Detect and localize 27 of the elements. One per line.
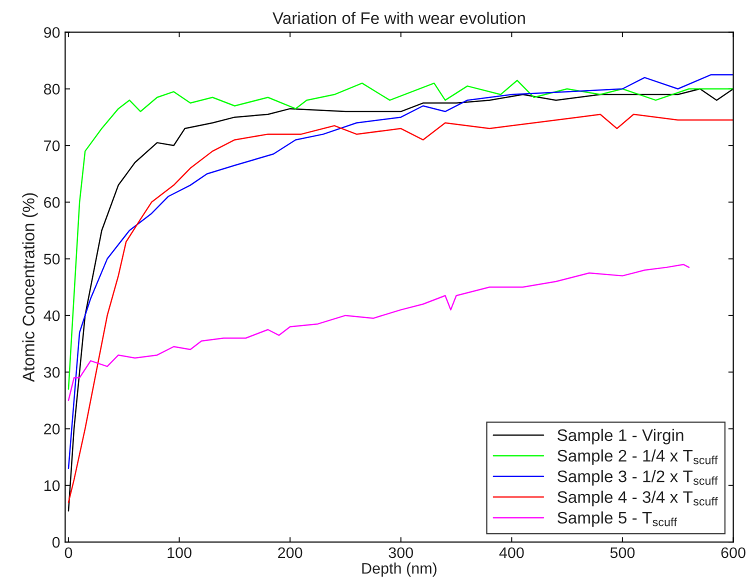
x-tick-label: 400 [499,547,524,558]
y-tick-label: 70 [44,140,60,152]
y-tick-label: 30 [44,366,60,378]
y-tick-label: 20 [44,424,60,434]
y-axis-title: Atomic Concentration (%) [22,193,38,382]
legend-label: Sample 5 - T$_{scuff}$ [558,511,677,527]
y-tick-label: 0 [52,536,60,548]
y-tick-label: 10 [44,480,60,492]
y-tick-label: 80 [44,84,60,95]
x-tick-label: 200 [278,547,302,558]
chart-title: Variation of Fe with wear evolution [272,12,525,24]
y-tick-label: 90 [44,27,60,38]
x-tick-label: 300 [388,547,414,558]
x-tick-label: 600 [721,547,746,558]
y-tick-label: 40 [44,310,60,322]
legend-label: Sample 4 - 3/4 x T$_{scuff}$ [558,490,718,506]
x-tick-label: 500 [610,547,635,558]
line-series [68,80,734,390]
legend-label: Sample 3 - 1/2 x T$_{scuff}$ [558,470,718,486]
x-tick-label: 100 [168,547,192,558]
legend-label: Sample 1 - Virgin [558,428,684,444]
x-tick-label: 0 [64,547,72,558]
y-tick-label: 50 [44,254,60,265]
x-axis-title: Depth (nm) [362,562,436,577]
line-series [68,264,690,402]
y-tick-label: 60 [44,197,60,208]
legend-label: Sample 2 - 1/4 x T$_{scuff}$ [558,449,718,465]
